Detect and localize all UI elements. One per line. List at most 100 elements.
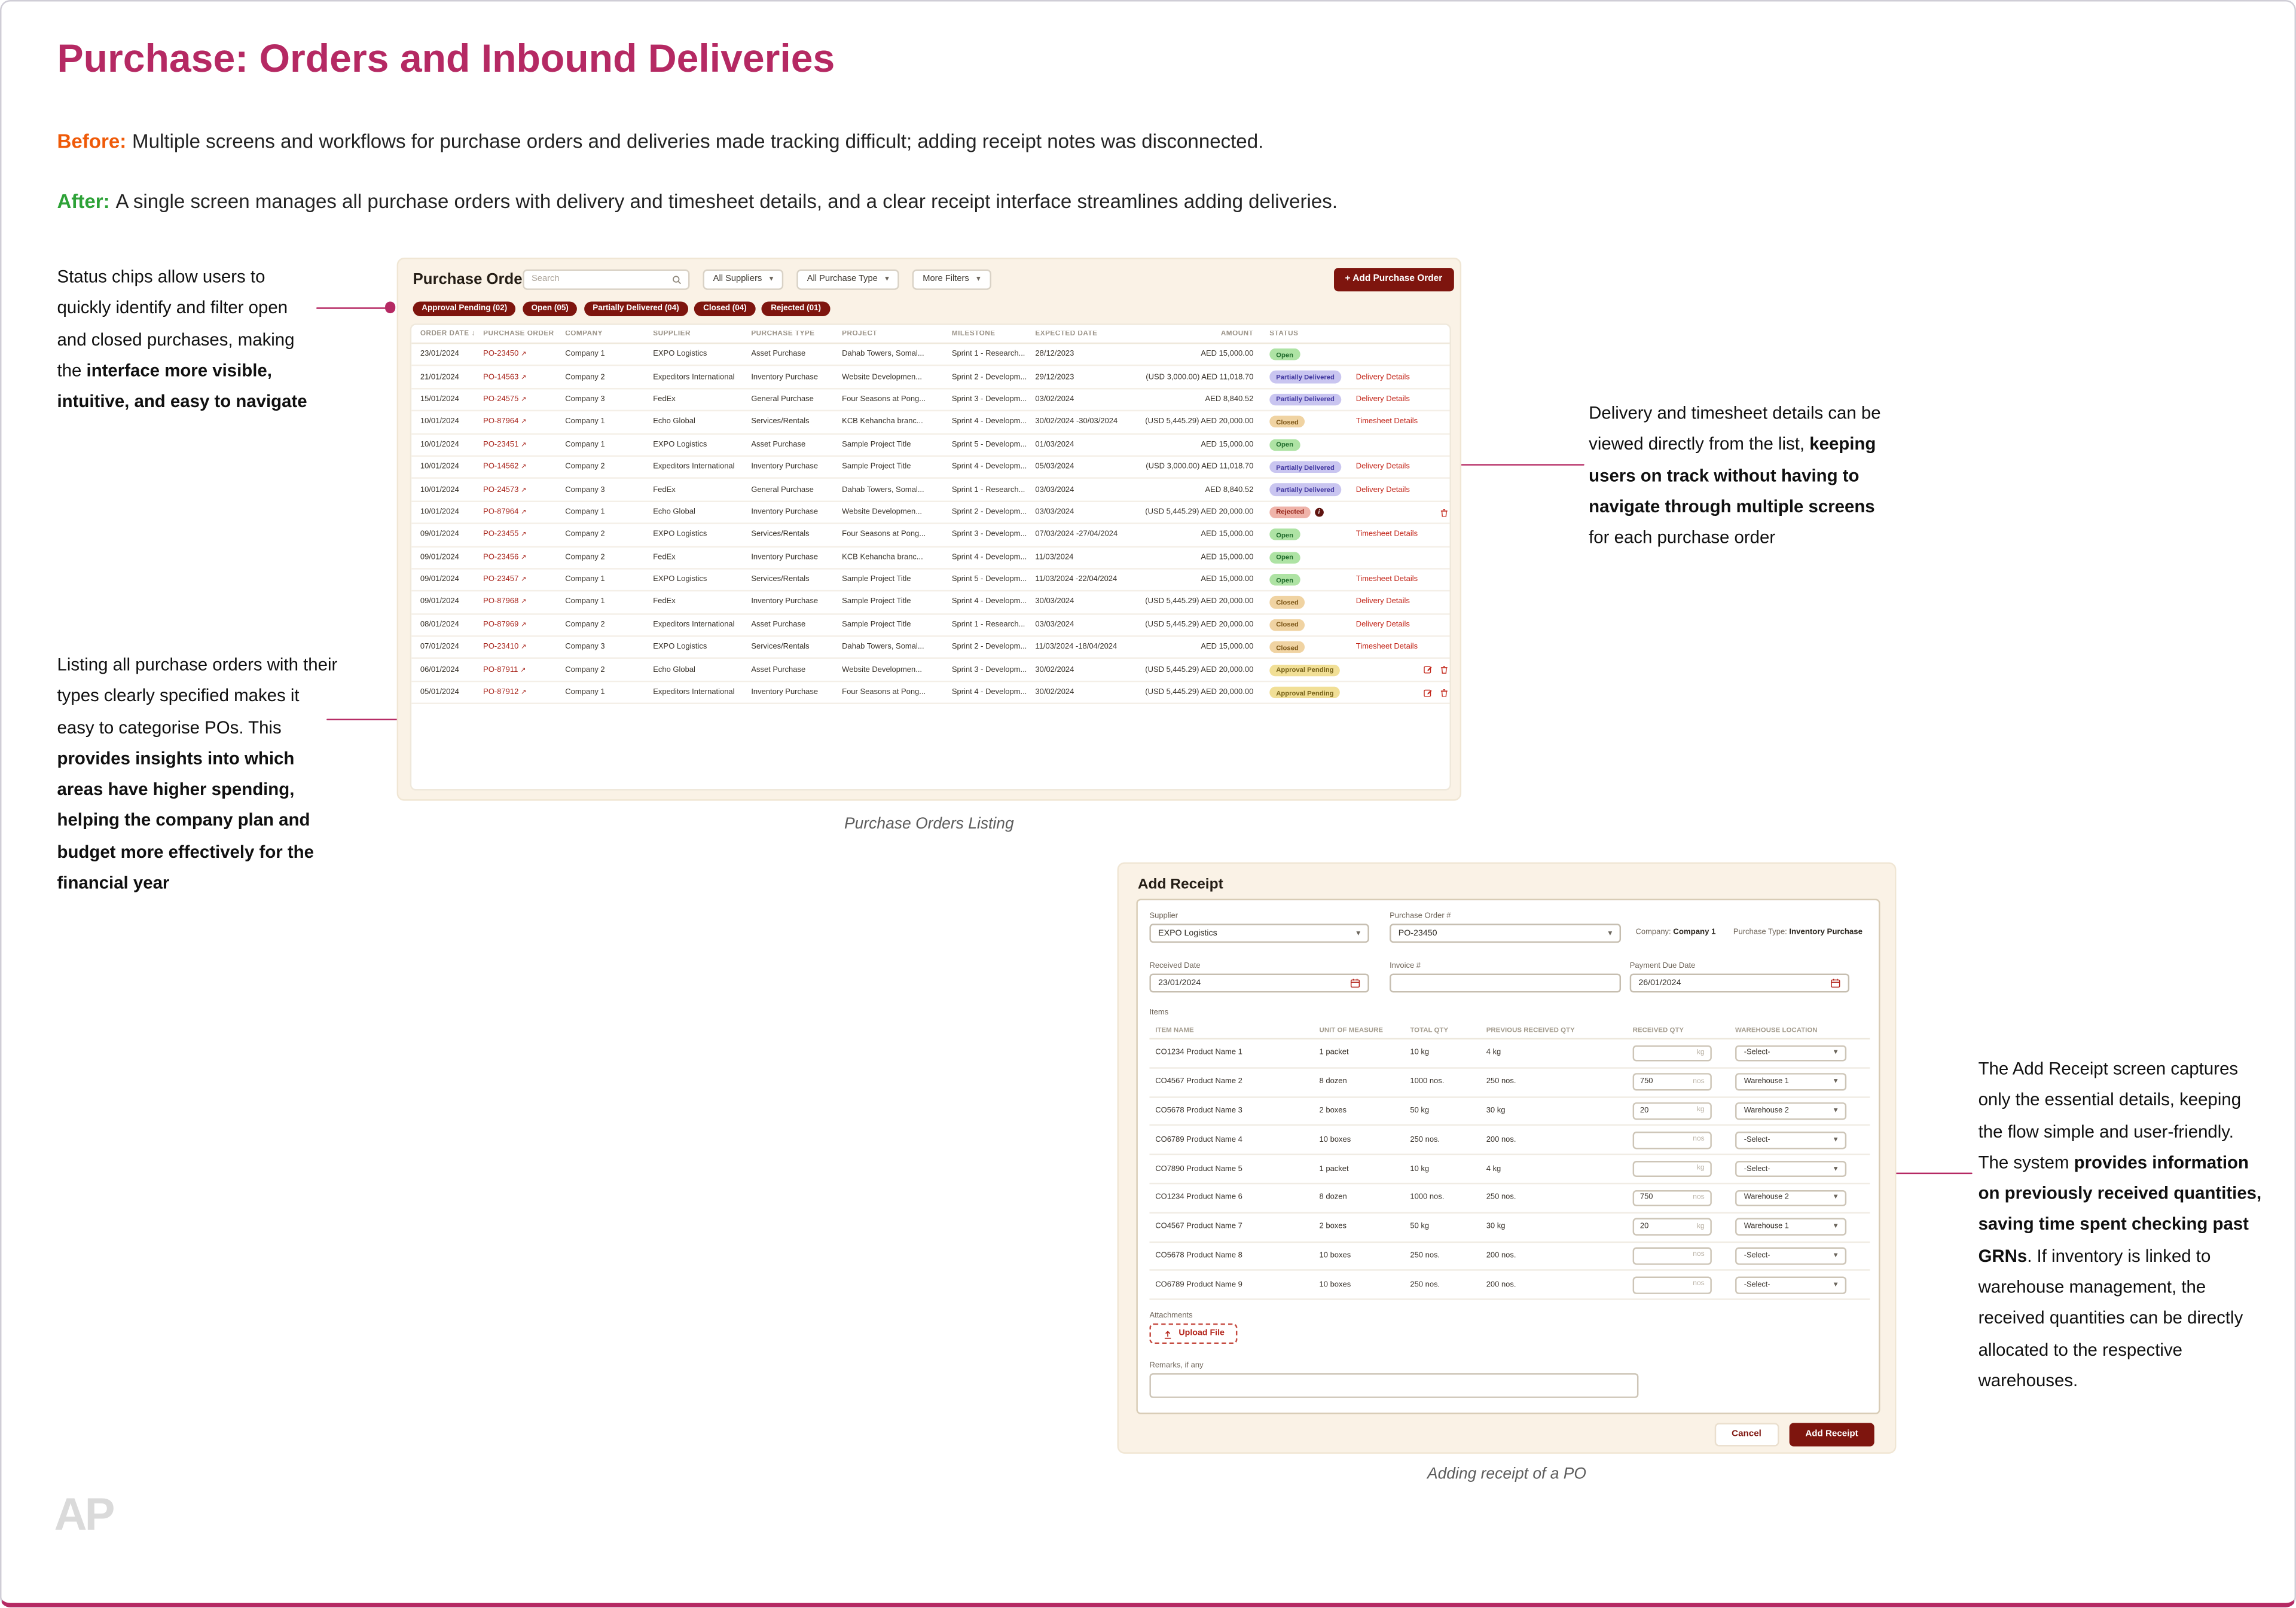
status-filter-chip[interactable]: Closed (04) [694, 301, 756, 316]
details-link[interactable]: Delivery Details [1355, 395, 1410, 404]
search-input[interactable] [531, 275, 667, 285]
add-receipt-button[interactable]: Add Receipt [1789, 1423, 1874, 1446]
po-number-link[interactable]: PO-23410 ↗ [483, 643, 526, 652]
table-row[interactable]: 10/01/2024 PO-87964 ↗ Company 1 Echo Glo… [411, 502, 1450, 525]
due-date-input[interactable] [1629, 973, 1850, 993]
table-row[interactable]: 10/01/2024 PO-23451 ↗ Company 1 EXPO Log… [411, 434, 1450, 457]
invoice-value[interactable] [1398, 979, 1613, 988]
filter-dropdown[interactable]: All Purchase Type ▾ [796, 269, 900, 290]
received-date-value[interactable] [1158, 979, 1346, 988]
delete-icon[interactable] [1439, 665, 1448, 675]
po-number-link[interactable]: PO-23456 ↗ [483, 553, 526, 562]
warehouse-select[interactable]: -Select- ▾ [1735, 1044, 1847, 1062]
po-number-link[interactable]: PO-24575 ↗ [483, 395, 526, 404]
po-number-link[interactable]: PO-14563 ↗ [483, 372, 526, 381]
info-icon[interactable]: i [1314, 508, 1324, 517]
po-number-link[interactable]: PO-23457 ↗ [483, 576, 526, 585]
table-row[interactable]: 09/01/2024 PO-87968 ↗ Company 1 FedEx In… [411, 592, 1450, 615]
received-qty-input[interactable]: kg [1632, 1218, 1712, 1236]
details-link[interactable]: Delivery Details [1355, 620, 1410, 629]
status-filter-chip[interactable]: Approval Pending (02) [413, 301, 516, 316]
po-number-link[interactable]: PO-87911 ↗ [483, 665, 526, 674]
received-qty-input[interactable]: kg [1632, 1102, 1712, 1120]
received-qty-input[interactable]: nos [1632, 1190, 1712, 1207]
received-qty-input[interactable]: kg [1632, 1044, 1712, 1062]
edit-icon[interactable] [1423, 665, 1433, 675]
po-number-link[interactable]: PO-87964 ↗ [483, 508, 526, 517]
received-qty-input[interactable]: nos [1632, 1276, 1712, 1294]
status-filter-chip[interactable]: Partially Delivered (04) [584, 301, 688, 316]
add-purchase-order-button[interactable]: + Add Purchase Order [1333, 268, 1454, 291]
warehouse-select[interactable]: -Select- ▾ [1735, 1132, 1847, 1149]
table-row[interactable]: 15/01/2024 PO-24575 ↗ Company 3 FedEx Ge… [411, 389, 1450, 412]
received-qty-input[interactable]: nos [1632, 1074, 1712, 1091]
edit-icon[interactable] [1423, 688, 1433, 698]
warehouse-select[interactable]: Warehouse 2 ▾ [1735, 1190, 1847, 1207]
status-filter-chip[interactable]: Rejected (01) [762, 301, 830, 316]
po-number-link[interactable]: PO-87964 ↗ [483, 418, 526, 427]
received-qty-value[interactable] [1639, 1280, 1690, 1289]
warehouse-select[interactable]: -Select- ▾ [1735, 1160, 1847, 1178]
remarks-input[interactable] [1149, 1373, 1639, 1398]
po-number-link[interactable]: PO-87968 ↗ [483, 598, 526, 607]
invoice-input[interactable] [1390, 973, 1622, 993]
po-number-link[interactable]: PO-24573 ↗ [483, 485, 526, 494]
po-number-select[interactable]: PO-23450 ▾ [1390, 924, 1622, 943]
warehouse-select[interactable]: -Select- ▾ [1735, 1248, 1847, 1265]
table-row[interactable]: 05/01/2024 PO-87912 ↗ Company 1 Expedito… [411, 682, 1450, 705]
received-qty-input[interactable]: nos [1632, 1132, 1712, 1149]
upload-file-button[interactable]: Upload File [1149, 1323, 1238, 1344]
table-row[interactable]: 08/01/2024 PO-87969 ↗ Company 2 Expedito… [411, 615, 1450, 637]
search-box[interactable] [523, 269, 690, 290]
details-link[interactable]: Timesheet Details [1355, 417, 1418, 427]
received-qty-value[interactable] [1639, 1164, 1694, 1174]
received-qty-value[interactable] [1639, 1106, 1694, 1116]
received-qty-value[interactable] [1639, 1077, 1690, 1087]
details-link[interactable]: Delivery Details [1355, 463, 1410, 472]
warehouse-select[interactable]: Warehouse 1 ▾ [1735, 1074, 1847, 1091]
delete-icon[interactable] [1439, 508, 1448, 517]
status-filter-chip[interactable]: Open (05) [522, 301, 578, 316]
received-qty-input[interactable]: kg [1632, 1160, 1712, 1178]
received-qty-value[interactable] [1639, 1048, 1694, 1058]
col-order-date[interactable]: ORDER DATE ↓ [411, 329, 475, 338]
po-number-link[interactable]: PO-23455 ↗ [483, 530, 526, 539]
details-link[interactable]: Delivery Details [1355, 372, 1410, 382]
received-qty-value[interactable] [1639, 1251, 1690, 1261]
details-link[interactable]: Timesheet Details [1355, 643, 1418, 652]
po-number-link[interactable]: PO-87969 ↗ [483, 620, 526, 629]
po-number-link[interactable]: PO-23451 ↗ [483, 441, 526, 450]
po-number-link[interactable]: PO-87912 ↗ [483, 688, 526, 697]
table-row[interactable]: 10/01/2024 PO-14562 ↗ Company 2 Expedito… [411, 457, 1450, 479]
table-row[interactable]: 21/01/2024 PO-14563 ↗ Company 2 Expedito… [411, 366, 1450, 389]
warehouse-select[interactable]: -Select- ▾ [1735, 1276, 1847, 1294]
filter-dropdown[interactable]: More Filters ▾ [912, 269, 991, 290]
supplier-select[interactable]: EXPO Logistics ▾ [1149, 924, 1369, 943]
received-qty-value[interactable] [1639, 1135, 1690, 1145]
received-qty-input[interactable]: nos [1632, 1248, 1712, 1265]
table-row[interactable]: 06/01/2024 PO-87911 ↗ Company 2 Echo Glo… [411, 659, 1450, 682]
delete-icon[interactable] [1439, 688, 1448, 698]
warehouse-select[interactable]: Warehouse 2 ▾ [1735, 1102, 1847, 1120]
table-row[interactable]: 23/01/2024 PO-23450 ↗ Company 1 EXPO Log… [411, 344, 1450, 367]
details-link[interactable]: Timesheet Details [1355, 530, 1418, 539]
due-date-value[interactable] [1638, 979, 1826, 988]
table-row[interactable]: 07/01/2024 PO-23410 ↗ Company 3 EXPO Log… [411, 637, 1450, 660]
received-qty-value[interactable] [1639, 1222, 1694, 1232]
received-qty-value[interactable] [1639, 1193, 1690, 1203]
table-row[interactable]: 09/01/2024 PO-23457 ↗ Company 1 EXPO Log… [411, 569, 1450, 592]
table-row[interactable]: 09/01/2024 PO-23456 ↗ Company 2 FedEx In… [411, 547, 1450, 570]
filter-dropdown[interactable]: All Suppliers ▾ [703, 269, 784, 290]
table-row[interactable]: 09/01/2024 PO-23455 ↗ Company 2 EXPO Log… [411, 524, 1450, 547]
details-link[interactable]: Timesheet Details [1355, 575, 1418, 585]
cancel-button[interactable]: Cancel [1714, 1423, 1779, 1446]
po-number-link[interactable]: PO-14562 ↗ [483, 463, 526, 472]
warehouse-select[interactable]: Warehouse 1 ▾ [1735, 1218, 1847, 1236]
table-row[interactable]: 10/01/2024 PO-24573 ↗ Company 3 FedEx Ge… [411, 479, 1450, 502]
cell-total-qty: 10 kg [1410, 1048, 1430, 1058]
po-number-link[interactable]: PO-23450 ↗ [483, 350, 526, 359]
received-date-input[interactable] [1149, 973, 1369, 993]
details-link[interactable]: Delivery Details [1355, 598, 1410, 607]
details-link[interactable]: Delivery Details [1355, 485, 1410, 494]
table-row[interactable]: 10/01/2024 PO-87964 ↗ Company 1 Echo Glo… [411, 412, 1450, 435]
